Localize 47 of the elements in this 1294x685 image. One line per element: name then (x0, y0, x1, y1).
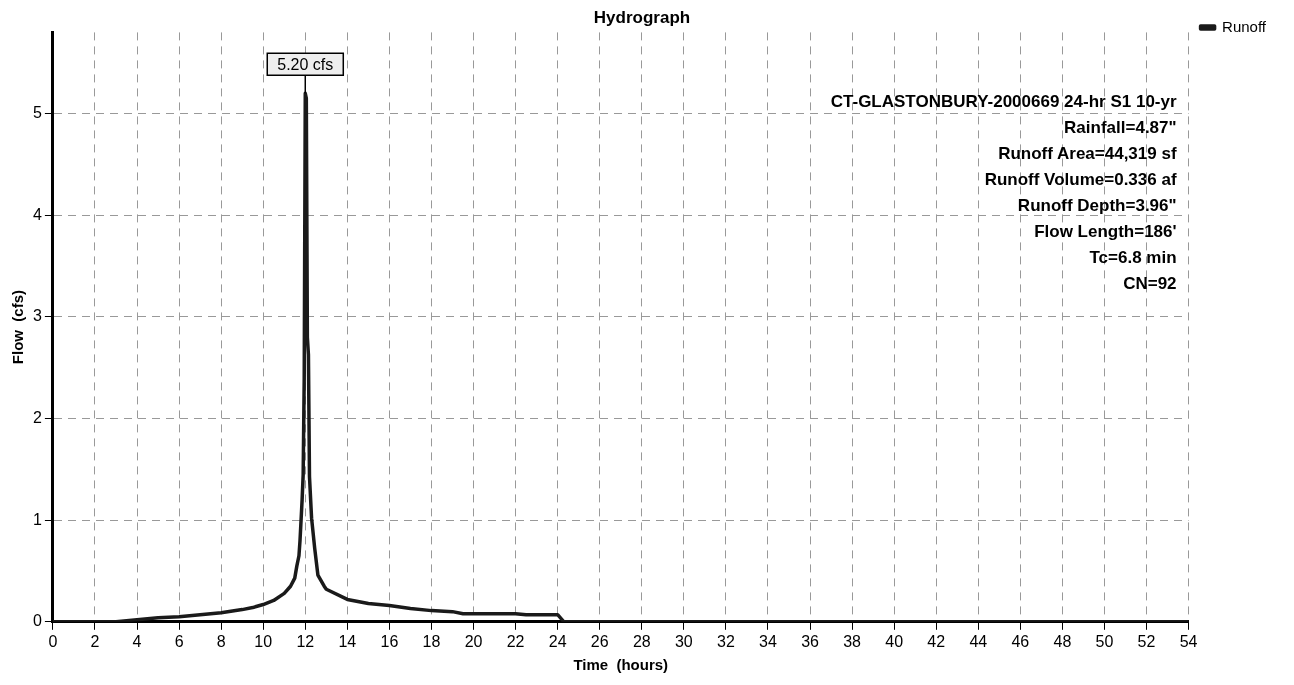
x-tick-label: 14 (338, 632, 357, 650)
x-tick-label: 34 (759, 632, 777, 650)
x-tick-label: 38 (843, 632, 862, 650)
x-tick-label: 50 (1095, 632, 1114, 650)
annotation: Runoff Volume=0.336 af (984, 170, 1177, 190)
x-tick-label: 44 (969, 632, 988, 650)
x-tick-label: 16 (380, 632, 399, 650)
x-tick-label: 22 (506, 632, 525, 650)
y-tick-label: 1 (32, 510, 42, 528)
x-axis-title: Time (hours) (573, 656, 669, 674)
y-tick-label: 0 (32, 612, 42, 630)
x-tick-label: 24 (548, 632, 567, 650)
annotation: Runoff Depth=3.96" (1017, 196, 1177, 216)
x-tick-label: 26 (590, 632, 609, 650)
annotation: Flow Length=186' (1034, 222, 1177, 242)
legend-label: Runoff (1222, 17, 1267, 35)
x-tick-label: 52 (1137, 632, 1156, 650)
y-tick-label: 2 (32, 408, 42, 426)
annotation: Tc=6.8 min (1089, 248, 1177, 268)
annotation: CN=92 (1123, 274, 1177, 294)
x-tick-label: 28 (632, 632, 651, 650)
x-tick-label: 20 (464, 632, 483, 650)
x-tick-label: 54 (1179, 632, 1198, 650)
x-tick-label: 30 (674, 632, 693, 650)
x-tick-label: 48 (1053, 632, 1072, 650)
y-axis-title: Flow (cfs) (9, 290, 27, 365)
annotation: Rainfall=4.87" (1064, 118, 1177, 138)
x-tick-label: 32 (716, 632, 735, 650)
annotation: 5.20 cfs (277, 55, 334, 73)
x-tick-label: 6 (174, 632, 184, 650)
x-tick-label: 40 (885, 632, 904, 650)
x-tick-label: 12 (296, 632, 315, 650)
x-tick-label: 42 (927, 632, 946, 650)
annotation: Runoff Area=44,319 sf (998, 144, 1177, 164)
y-tick-label: 4 (32, 205, 42, 223)
x-tick-label: 8 (216, 632, 226, 650)
x-tick-label: 18 (422, 632, 441, 650)
annotation: CT-GLASTONBURY-2000669 24-hr S1 10-yr (830, 92, 1177, 112)
x-tick-label: 4 (132, 632, 142, 650)
y-tick-label: 5 (32, 104, 42, 122)
x-tick-label: 36 (801, 632, 820, 650)
x-tick-label: 0 (48, 632, 58, 650)
chart-title: Hydrograph (593, 7, 691, 27)
y-tick-label: 3 (32, 307, 42, 325)
x-tick-label: 10 (254, 632, 273, 650)
x-tick-label: 46 (1011, 632, 1030, 650)
x-tick-label: 2 (90, 632, 100, 650)
